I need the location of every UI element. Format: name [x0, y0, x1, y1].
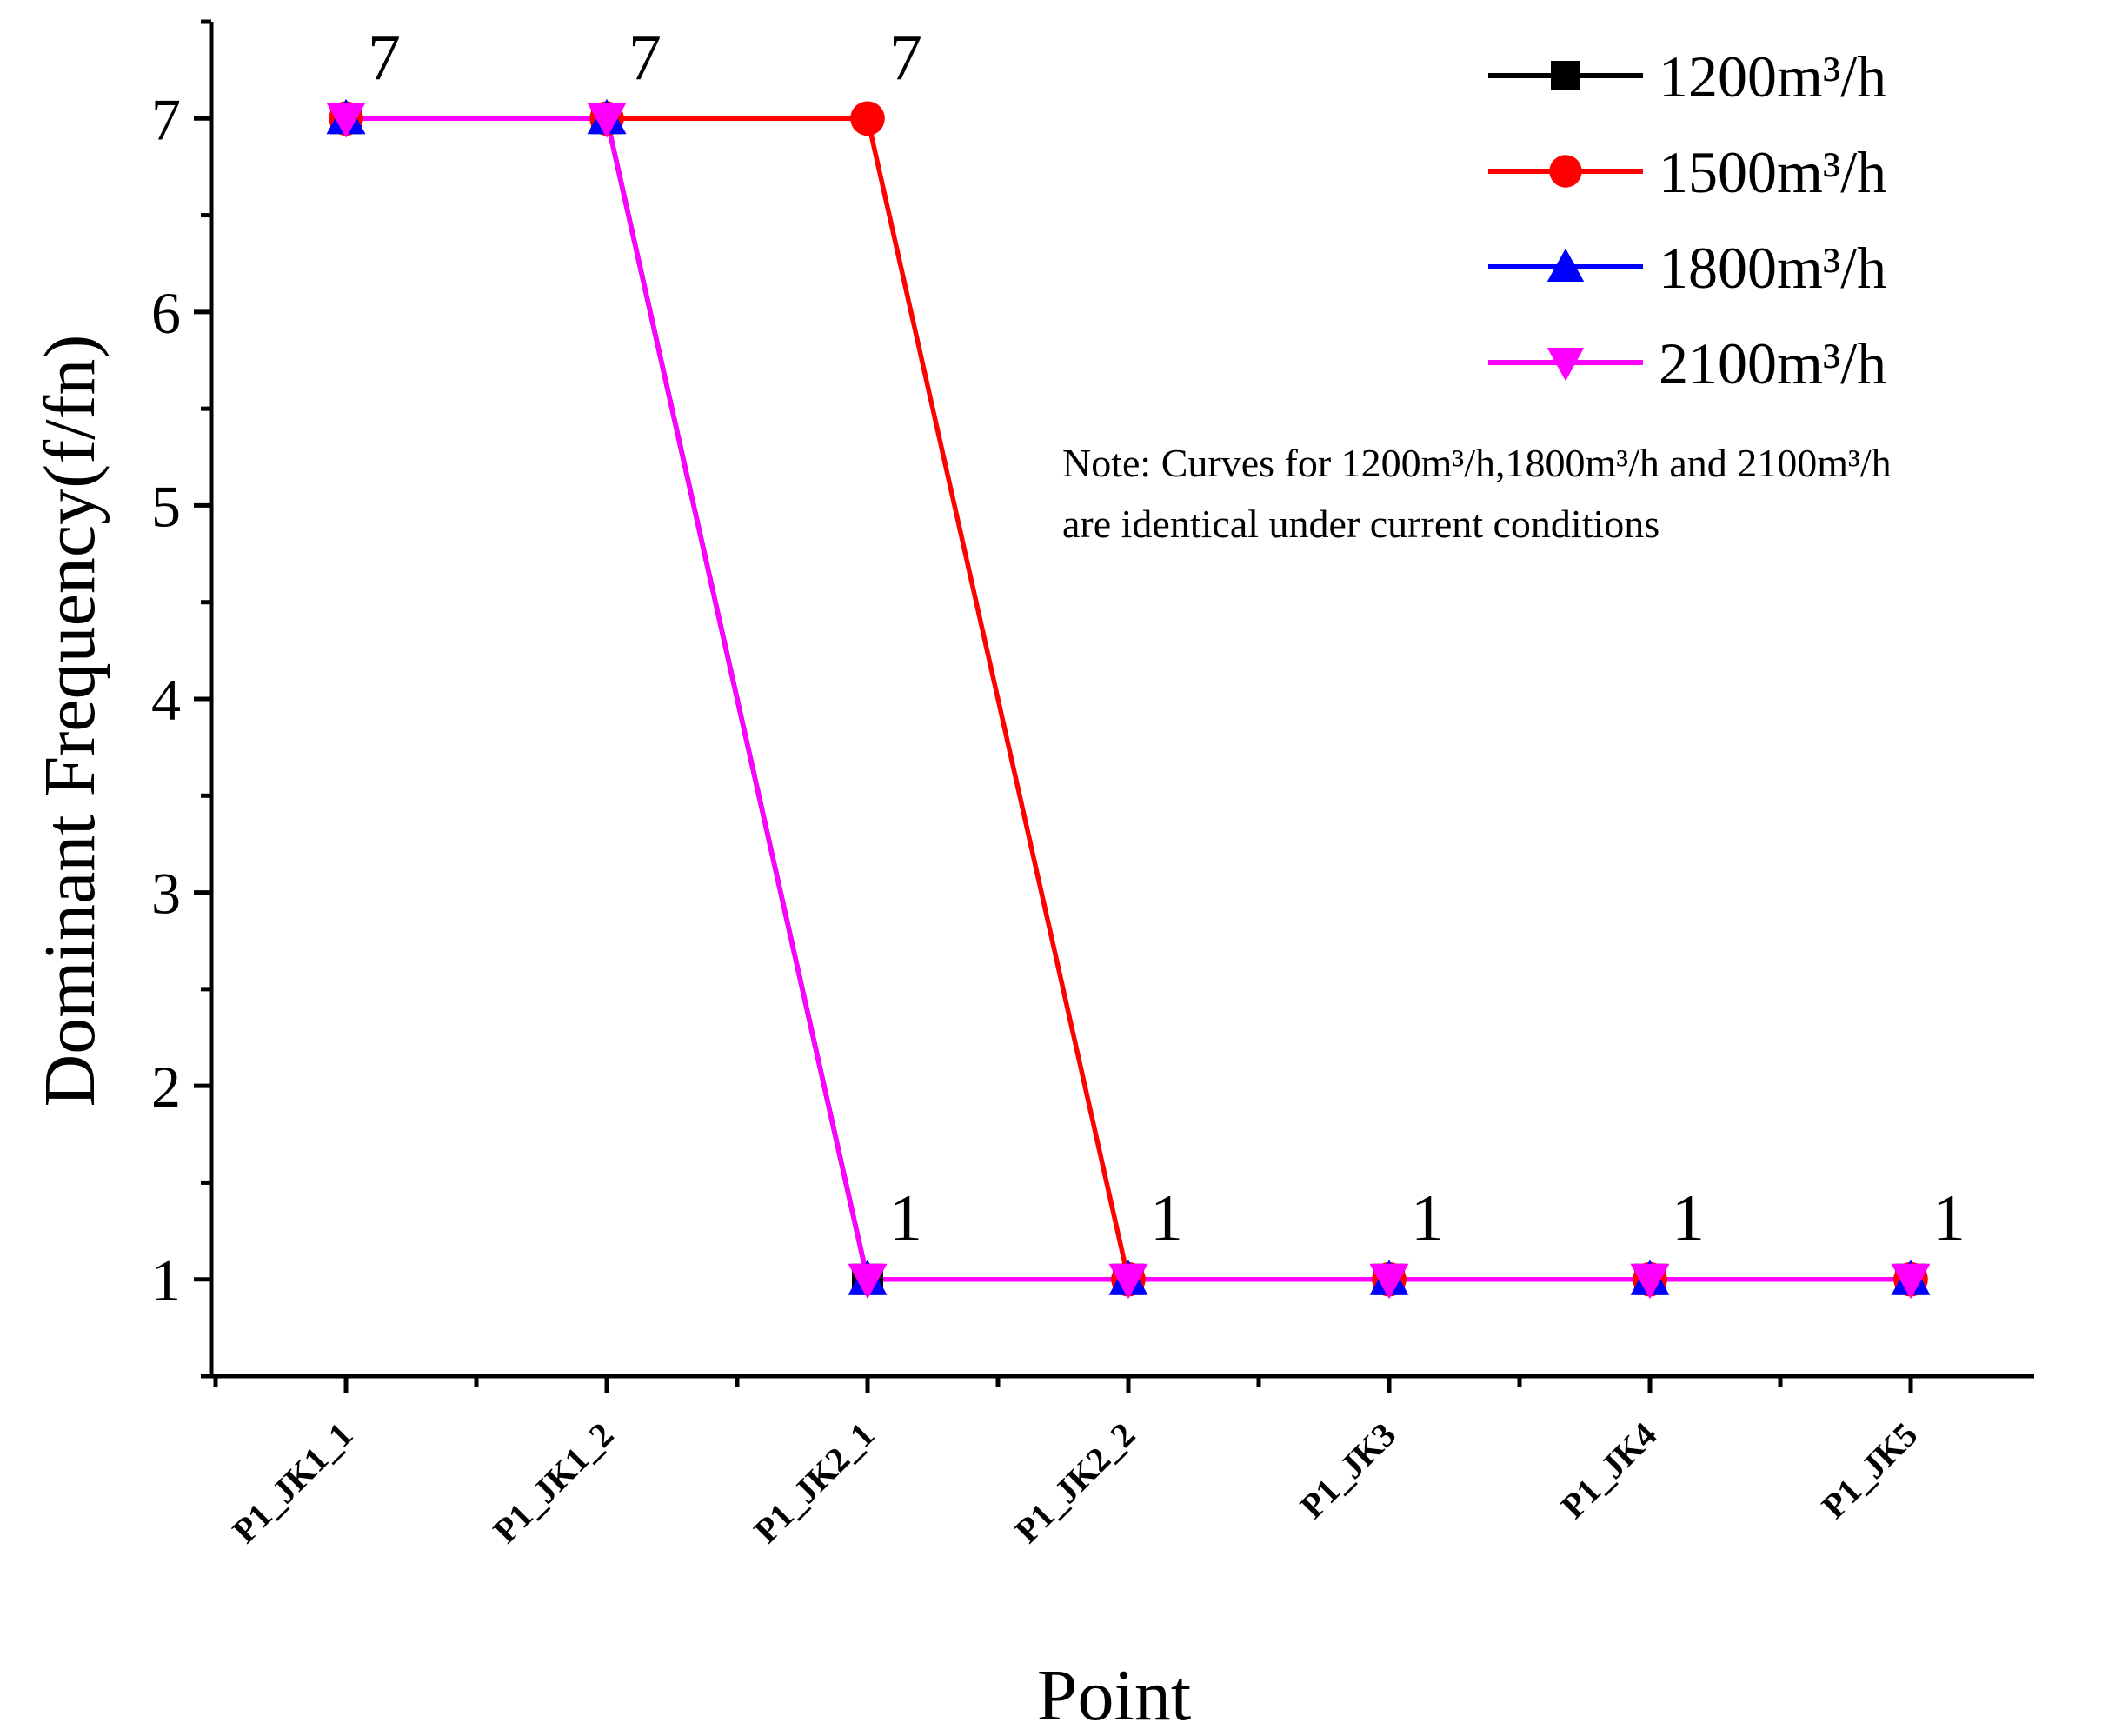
data-label: 7	[368, 21, 401, 94]
series-3-point	[1108, 1263, 1148, 1300]
data-label: 1	[889, 1182, 922, 1255]
legend-label: 1500m³/h	[1659, 139, 1886, 205]
series-3-point	[587, 103, 627, 138]
series-3-point	[1630, 1263, 1670, 1300]
legend-marker	[1551, 61, 1580, 90]
series-1-point	[850, 101, 885, 136]
data-label: 7	[889, 21, 922, 94]
series-3-point	[1891, 1263, 1931, 1300]
y-tick-label: 6	[151, 280, 181, 346]
x-tick-label: P1_JK1_2	[485, 1415, 621, 1551]
data-label: 1	[1411, 1182, 1444, 1255]
legend-label: 1800m³/h	[1659, 235, 1886, 301]
note-line: Note: Curves for 1200m³/h,1800m³/h and 2…	[1062, 441, 1892, 485]
chart-note: Note: Curves for 1200m³/h,1800m³/h and 2…	[1062, 441, 1892, 546]
y-tick-label: 4	[151, 667, 181, 733]
y-tick-label: 7	[151, 86, 181, 152]
x-axis-title: Point	[1037, 1655, 1191, 1736]
note-line: are identical under current conditions	[1062, 502, 1659, 546]
series-3-point	[848, 1263, 888, 1300]
x-tick-label: P1_JK5	[1814, 1415, 1925, 1526]
x-tick-label: P1_JK4	[1553, 1415, 1665, 1526]
legend-label: 1200m³/h	[1659, 43, 1886, 110]
legend-marker	[1546, 248, 1585, 282]
y-tick-label: 3	[151, 861, 181, 927]
legend-marker	[1546, 348, 1585, 382]
data-label: 1	[1150, 1182, 1183, 1255]
series-3-point	[326, 103, 366, 138]
legend-marker	[1549, 155, 1582, 188]
data-label: 7	[629, 21, 662, 94]
x-tick-label: P1_JK1_1	[224, 1415, 360, 1551]
y-axis-title: Dominant Frequency(f/fn)	[30, 335, 110, 1107]
data-label: 1	[1932, 1182, 1965, 1255]
x-tick-label: P1_JK2_2	[1007, 1415, 1142, 1551]
legend: 1200m³/h 1500m³/h 1800m³/h 2100m³/h	[1488, 43, 1886, 396]
x-tick-label: P1_JK2_1	[746, 1415, 881, 1551]
y-tick-label: 5	[151, 473, 181, 539]
y-tick-label: 2	[151, 1054, 181, 1120]
y-tick-label: 1	[151, 1247, 181, 1314]
legend-label: 2100m³/h	[1659, 330, 1886, 396]
data-label: 1	[1672, 1182, 1705, 1255]
series-3-point	[1369, 1263, 1409, 1300]
x-tick-label: P1_JK3	[1293, 1415, 1404, 1526]
data-labels: 7 7 7 1 1 1 1 1	[368, 21, 1965, 1254]
series-markers	[326, 98, 1931, 1300]
